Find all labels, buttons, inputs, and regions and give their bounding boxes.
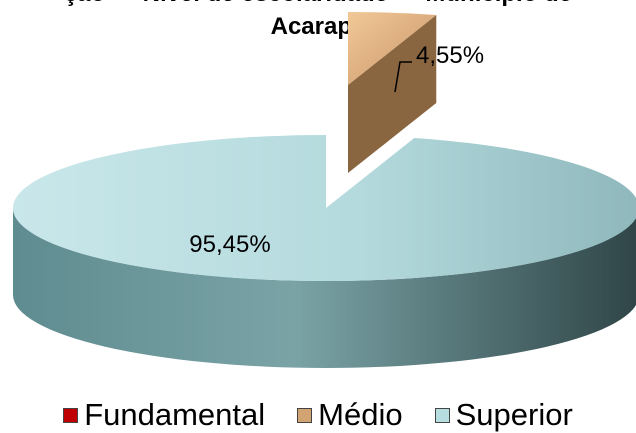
- pie-slice-superior: [13, 135, 636, 281]
- legend-swatch-medio: [297, 407, 313, 423]
- pie-slice-medio: [348, 12, 437, 85]
- legend-label-superior: Superior: [455, 397, 573, 432]
- pie-slice-superior-side: [13, 208, 636, 368]
- legend: Fundamental Médio Superior: [0, 397, 636, 433]
- legend-item-superior: Superior: [434, 397, 573, 433]
- chart-title-clipped: ção — Nível de escolaridade — Municipio …: [0, 0, 636, 8]
- legend-item-fundamental: Fundamental: [63, 397, 265, 433]
- legend-item-medio: Médio: [297, 397, 403, 433]
- data-label-medio: 4,55%: [416, 42, 484, 69]
- legend-swatch-superior: [434, 407, 450, 423]
- data-label-superior: 95,45%: [189, 231, 270, 258]
- pie-slice-medio-side: [348, 14, 437, 173]
- leader-line-medio: [394, 61, 412, 93]
- legend-label-fundamental: Fundamental: [84, 397, 266, 432]
- legend-label-medio: Médio: [318, 397, 403, 432]
- legend-swatch-fundamental: [63, 407, 79, 423]
